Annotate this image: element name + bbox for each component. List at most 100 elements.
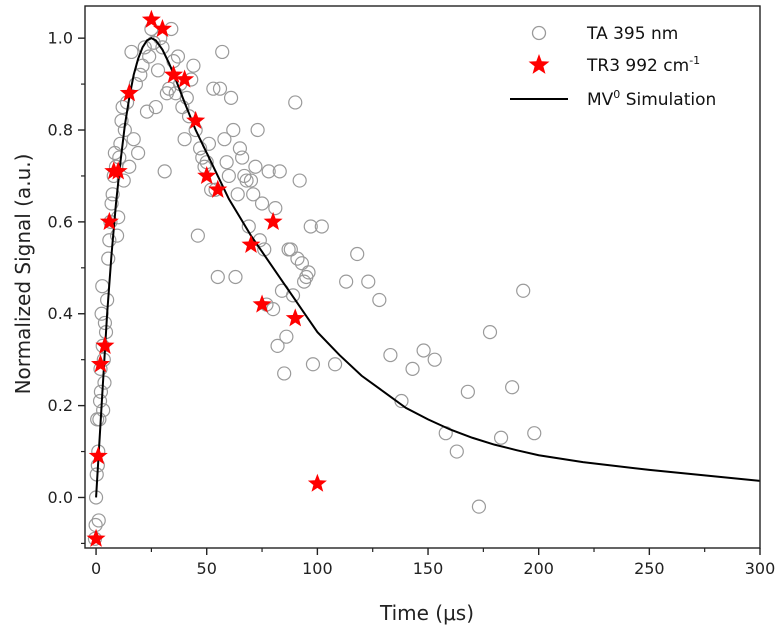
ta-point: [279, 329, 294, 344]
y-tick-label: 0.2: [48, 396, 73, 415]
ta-point: [270, 338, 285, 353]
legend-label-tr3: TR3 992 cm-1: [586, 54, 700, 76]
ta-point: [482, 325, 498, 340]
ta-point: [95, 279, 110, 294]
ta-point: [261, 164, 276, 179]
ta-point: [268, 201, 283, 216]
ta-point: [221, 168, 236, 184]
ta-point: [230, 187, 245, 202]
ta-point: [449, 444, 464, 459]
tr3-point: [99, 211, 119, 230]
ta-point: [150, 63, 166, 78]
legend-label-sim-sup: 0: [613, 88, 620, 101]
ta-point: [186, 58, 201, 73]
ta-point: [527, 426, 542, 441]
y-tick-label: 1.0: [48, 29, 73, 48]
ta-point: [155, 40, 170, 55]
tr3-point: [86, 528, 106, 547]
ta-point: [212, 81, 228, 96]
tr3-point: [141, 9, 161, 28]
ta-point: [206, 81, 221, 96]
tr3-point: [95, 335, 115, 354]
ta-point: [416, 343, 431, 358]
ta-point: [93, 384, 109, 399]
tr3-point: [263, 211, 283, 230]
y-tick-label: 0.4: [48, 304, 73, 323]
ta-point: [177, 132, 192, 147]
x-tick-label: 300: [745, 559, 776, 578]
x-axis-title: Time (μs): [379, 601, 474, 625]
ta-point: [122, 159, 137, 174]
ta-point: [190, 228, 205, 243]
ta-point: [219, 155, 234, 170]
ta-point: [314, 219, 329, 234]
ta-point: [361, 274, 376, 289]
x-tick-label: 100: [302, 559, 333, 578]
ta-point: [111, 210, 126, 225]
ta-point: [137, 40, 152, 55]
y-axis-title: Normalized Signal (a.u.): [11, 154, 35, 395]
tr3-point: [197, 165, 217, 185]
ta-point: [148, 99, 163, 115]
x-tick-label: 50: [197, 559, 217, 578]
y-tick-label: 0.8: [48, 121, 73, 140]
legend-label-tr3-sup: -1: [689, 54, 700, 67]
ta-point: [339, 274, 354, 289]
ta-point: [250, 122, 265, 138]
tr3-point: [307, 473, 327, 492]
ta-point: [92, 393, 108, 409]
legend-marker-ta: [531, 25, 547, 41]
ta-point: [239, 173, 254, 188]
ta-point: [305, 357, 321, 372]
ta-point: [97, 315, 113, 331]
ta-point: [114, 113, 129, 128]
ta-point: [516, 283, 531, 298]
tr3-point: [252, 294, 272, 313]
ta-point: [210, 269, 225, 285]
ta-point: [217, 132, 232, 147]
tr3-point: [186, 110, 206, 129]
ta-point: [102, 233, 117, 248]
ta-point: [254, 196, 270, 211]
ta-point: [223, 90, 239, 105]
ta-point: [372, 292, 387, 308]
ta-point: [290, 251, 305, 266]
ta-point: [175, 99, 190, 115]
ta-point: [109, 228, 125, 243]
ta-point: [157, 164, 172, 179]
ta-point: [285, 288, 301, 303]
ta-point: [232, 141, 248, 156]
tr3-point: [108, 161, 128, 180]
ta-point: [383, 347, 398, 363]
ta-point: [505, 380, 520, 395]
ta-point: [243, 173, 259, 188]
legend-marker-tr3: [528, 54, 550, 74]
ta-point: [301, 265, 316, 280]
tr3-point: [90, 354, 110, 373]
ta-point: [115, 99, 130, 115]
plot-marks: [86, 9, 760, 547]
ta-point: [104, 196, 119, 211]
ta-point: [471, 499, 487, 514]
ta-point: [105, 187, 120, 202]
ta-point: [235, 150, 250, 165]
ta-point: [288, 95, 303, 110]
ta-point: [113, 136, 128, 151]
tr3-point: [285, 308, 305, 327]
x-tick-label: 200: [523, 559, 554, 578]
axis-ticks: 0 50 100 150 200 250 300 0.0 0.2 0.4 0.6 0.8 1.0: [48, 29, 776, 578]
legend-label-sim-base: MV: [587, 90, 614, 110]
y-tick-label: 0.6: [48, 212, 73, 231]
ta-point: [277, 366, 292, 381]
ta-point: [460, 384, 475, 399]
tr3-point: [119, 83, 139, 102]
plot-frame: [84, 5, 761, 549]
tr3-point: [164, 64, 184, 83]
ta-point: [124, 44, 139, 60]
ta-point: [303, 219, 318, 234]
tr3-point: [208, 179, 228, 198]
x-tick-label: 150: [413, 559, 444, 578]
legend-label-ta: TA 395 nm: [586, 24, 678, 44]
ta-point: [427, 352, 442, 367]
